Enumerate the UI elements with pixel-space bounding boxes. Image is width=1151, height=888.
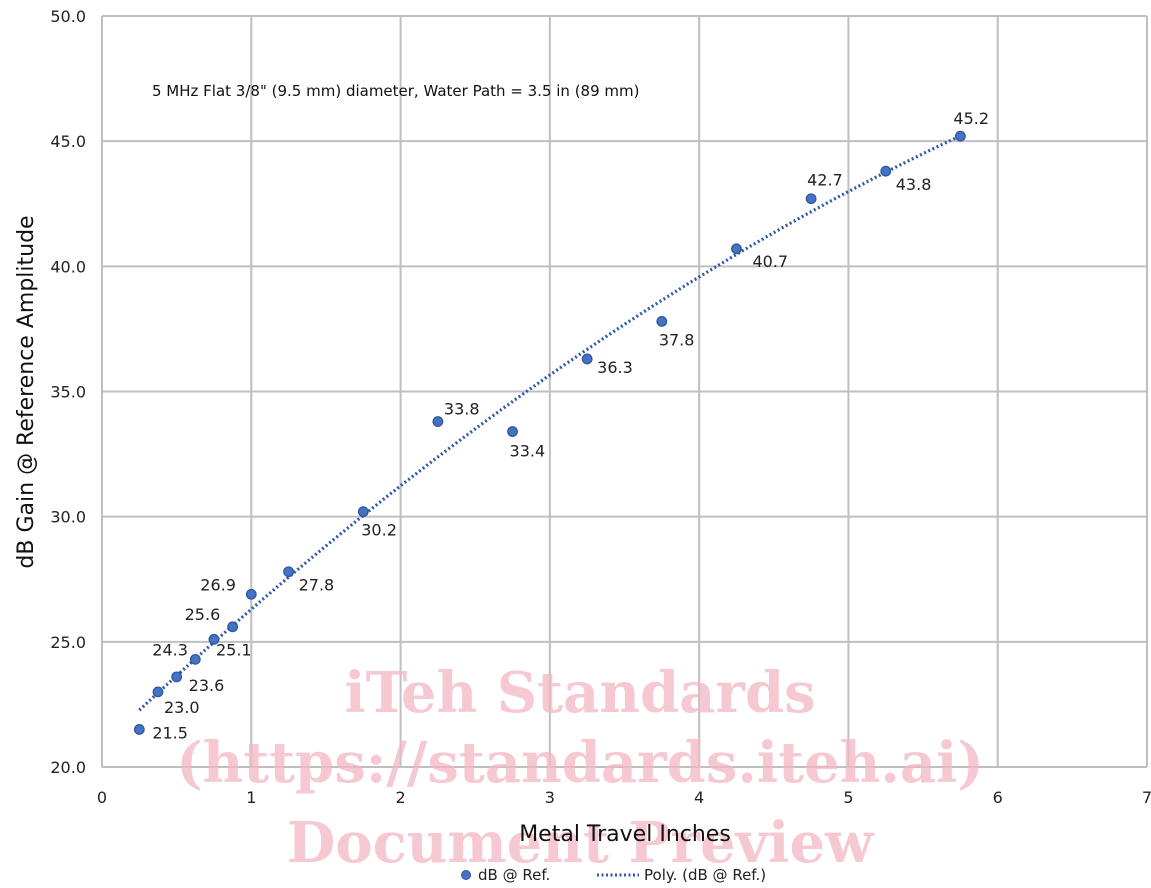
data-label: 45.2 — [953, 109, 989, 128]
x-tick-label: 5 — [843, 788, 853, 807]
y-tick-label: 50.0 — [50, 7, 86, 26]
data-label: 25.1 — [216, 640, 252, 659]
data-label: 26.9 — [200, 575, 236, 594]
data-label: 43.8 — [896, 175, 932, 194]
watermark: iTeh Standards (https://standards.iteh.a… — [176, 660, 984, 876]
data-label: 21.5 — [152, 723, 188, 742]
data-point — [208, 633, 220, 645]
data-point — [189, 653, 201, 665]
grid — [101, 15, 1148, 768]
chart-annotation: 5 MHz Flat 3/8" (9.5 mm) diameter, Water… — [152, 82, 640, 100]
y-axis-ticks: 20.0 25.0 30.0 35.0 40.0 45.0 50.0 — [50, 7, 86, 777]
data-point — [171, 671, 183, 683]
data-label: 23.6 — [189, 676, 225, 695]
x-tick-label: 4 — [694, 788, 704, 807]
data-point — [581, 353, 593, 365]
data-point — [133, 724, 145, 735]
watermark-line-2: (https://standards.iteh.ai) — [176, 730, 984, 796]
data-point — [432, 416, 444, 427]
x-tick-label: 7 — [1142, 788, 1151, 807]
x-axis-title: Metal Travel Inches — [519, 822, 731, 847]
legend-marker-icon — [461, 870, 471, 880]
x-axis-ticks: 0 1 2 3 4 5 6 7 — [97, 788, 1151, 807]
data-label: 40.7 — [752, 252, 788, 271]
data-label: 24.3 — [152, 640, 188, 659]
x-tick-label: 2 — [395, 788, 405, 807]
y-tick-label: 25.0 — [50, 633, 86, 652]
data-label: 30.2 — [361, 521, 397, 540]
legend-label-trendline: Poly. (dB @ Ref.) — [644, 866, 766, 884]
data-point — [245, 588, 257, 600]
y-tick-label: 20.0 — [50, 758, 86, 777]
data-point — [656, 316, 668, 327]
data-point — [227, 621, 239, 633]
data-label: 33.8 — [444, 400, 480, 419]
legend-label-series: dB @ Ref. — [478, 866, 550, 884]
y-tick-label: 35.0 — [50, 383, 86, 402]
data-point — [805, 193, 817, 205]
data-points — [133, 130, 966, 735]
data-point — [880, 165, 892, 177]
data-point — [152, 686, 164, 698]
y-axis-title: dB Gain @ Reference Amplitude — [14, 215, 39, 568]
x-tick-label: 3 — [545, 788, 555, 807]
y-tick-label: 40.0 — [50, 257, 86, 276]
x-tick-label: 0 — [97, 788, 107, 807]
data-label: 23.0 — [164, 698, 200, 717]
data-point — [954, 130, 966, 142]
data-point — [507, 426, 518, 437]
data-label: 33.4 — [510, 442, 546, 461]
data-label: 36.3 — [597, 358, 633, 377]
watermark-line-3: Document Preview — [287, 810, 875, 876]
trendline — [138, 134, 962, 712]
data-point — [731, 243, 742, 255]
data-label: 25.6 — [185, 605, 221, 624]
legend: dB @ Ref. Poly. (dB @ Ref.) — [461, 866, 766, 884]
y-tick-label: 30.0 — [50, 508, 86, 527]
data-point — [357, 506, 369, 518]
data-label: 42.7 — [807, 171, 843, 190]
x-tick-label: 1 — [246, 788, 256, 807]
data-labels: 21.5 23.0 23.624.3 25.1 25.6 26.9 27.8 30.2 33.8… — [152, 109, 989, 742]
data-point — [283, 566, 295, 578]
data-label: 37.8 — [659, 330, 695, 349]
y-tick-label: 45.0 — [50, 132, 86, 151]
data-label: 27.8 — [299, 576, 335, 595]
trendline-path — [138, 134, 962, 712]
watermark-line-1: iTeh Standards — [344, 660, 815, 726]
x-tick-label: 6 — [993, 788, 1003, 807]
